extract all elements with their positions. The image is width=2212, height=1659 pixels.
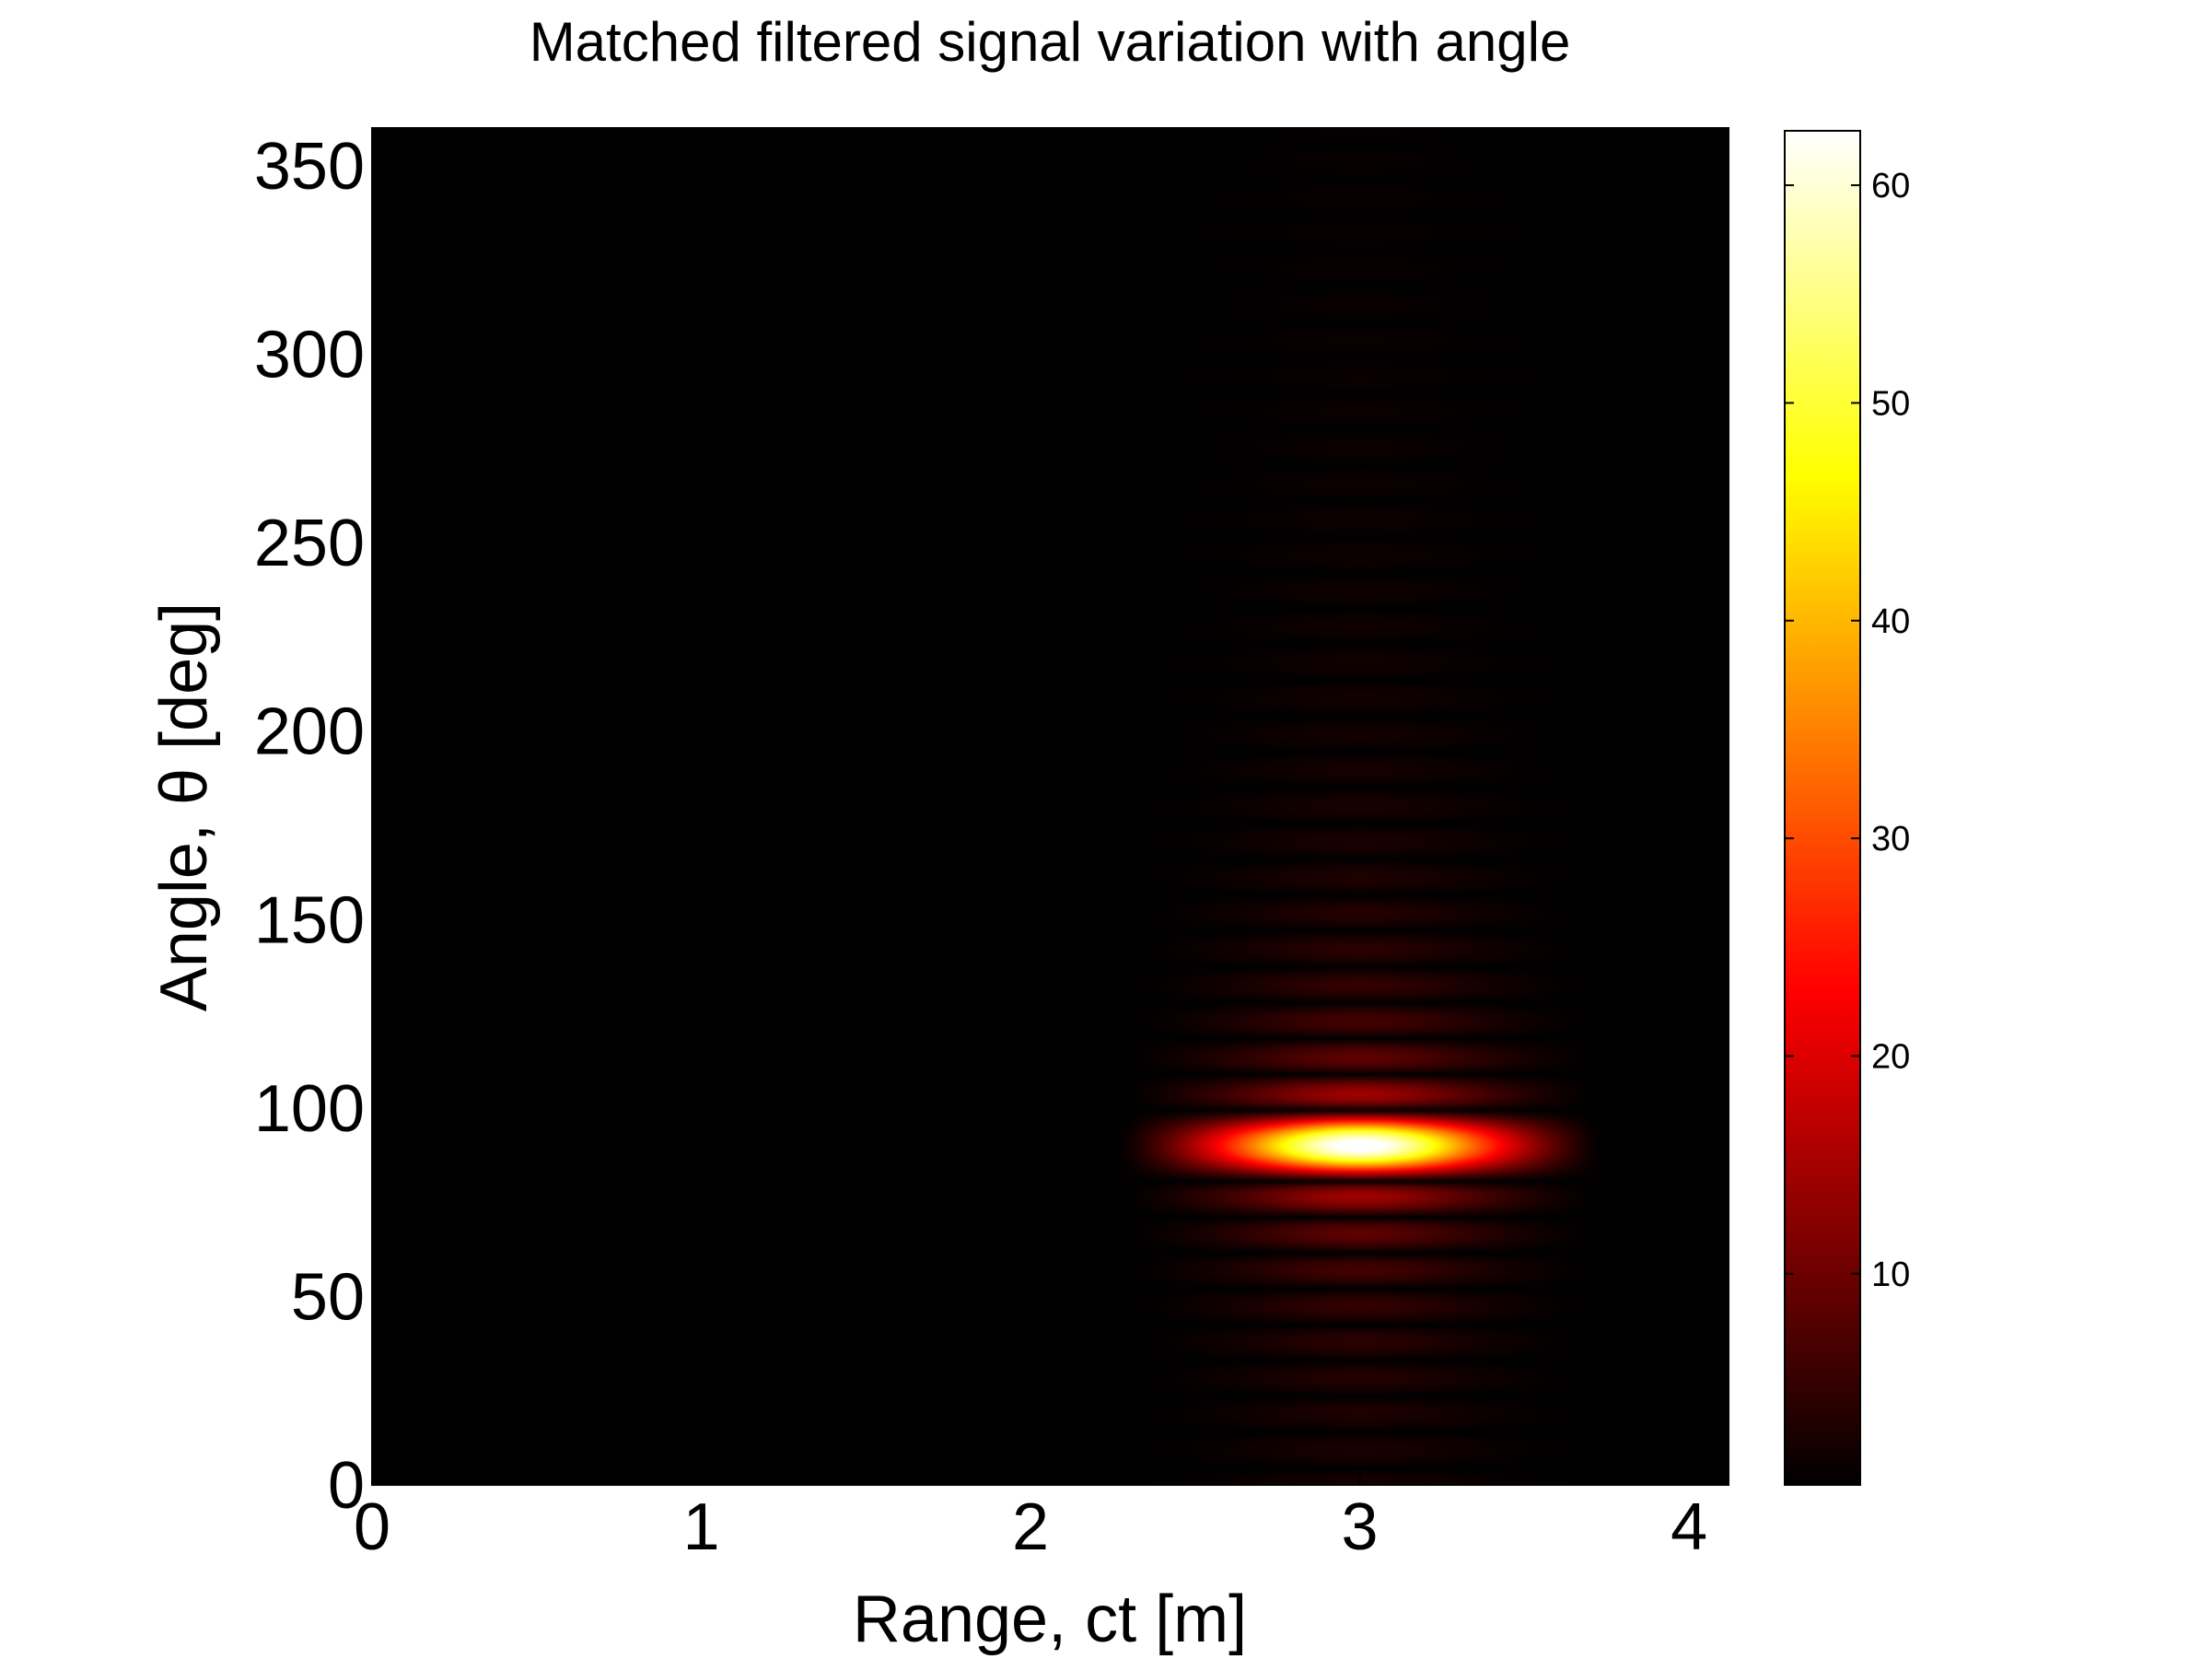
colorbar-tick-label: 60: [1871, 167, 1910, 205]
y-tick-label: 0: [328, 1449, 365, 1523]
x-tick-label: 4: [1671, 1490, 1707, 1564]
y-tick-label: 350: [254, 130, 365, 204]
x-axis-ticks: 0 1 2 3 4: [354, 128, 1707, 1564]
x-tick-label: 1: [683, 1490, 720, 1564]
plot-frame: [371, 127, 1729, 1486]
colorbar-tick-label: 10: [1871, 1256, 1910, 1294]
y-tick-label: 150: [254, 883, 365, 957]
x-axis-label: Range, ct [m]: [853, 1583, 1247, 1656]
heatmap-image: [372, 128, 1729, 1485]
colorbar-tick-label: 20: [1871, 1037, 1910, 1076]
y-tick-label: 100: [254, 1072, 365, 1146]
colorbar-tick-label: 50: [1871, 384, 1910, 423]
y-tick-label: 200: [254, 695, 365, 769]
x-tick-label: 2: [1012, 1490, 1049, 1564]
y-axis-label: Angle, θ [deg]: [147, 602, 221, 1011]
colorbar-ticks: 10 20 30 40 50 60: [1785, 167, 1910, 1294]
chart-title: Matched filtered signal variation with a…: [530, 11, 1571, 73]
x-tick-label: 3: [1342, 1490, 1379, 1564]
y-tick-label: 50: [291, 1260, 365, 1334]
y-tick-label: 250: [254, 507, 365, 580]
x-tick-label: 0: [354, 1490, 390, 1564]
colorbar-tick-label: 40: [1871, 602, 1910, 641]
y-tick-label: 300: [254, 319, 365, 392]
colorbar: [1784, 130, 1861, 1486]
y-axis-ticks: 0 50 100 150 200 250 300 350: [254, 130, 1729, 1523]
colorbar-tick-label: 30: [1871, 820, 1910, 859]
